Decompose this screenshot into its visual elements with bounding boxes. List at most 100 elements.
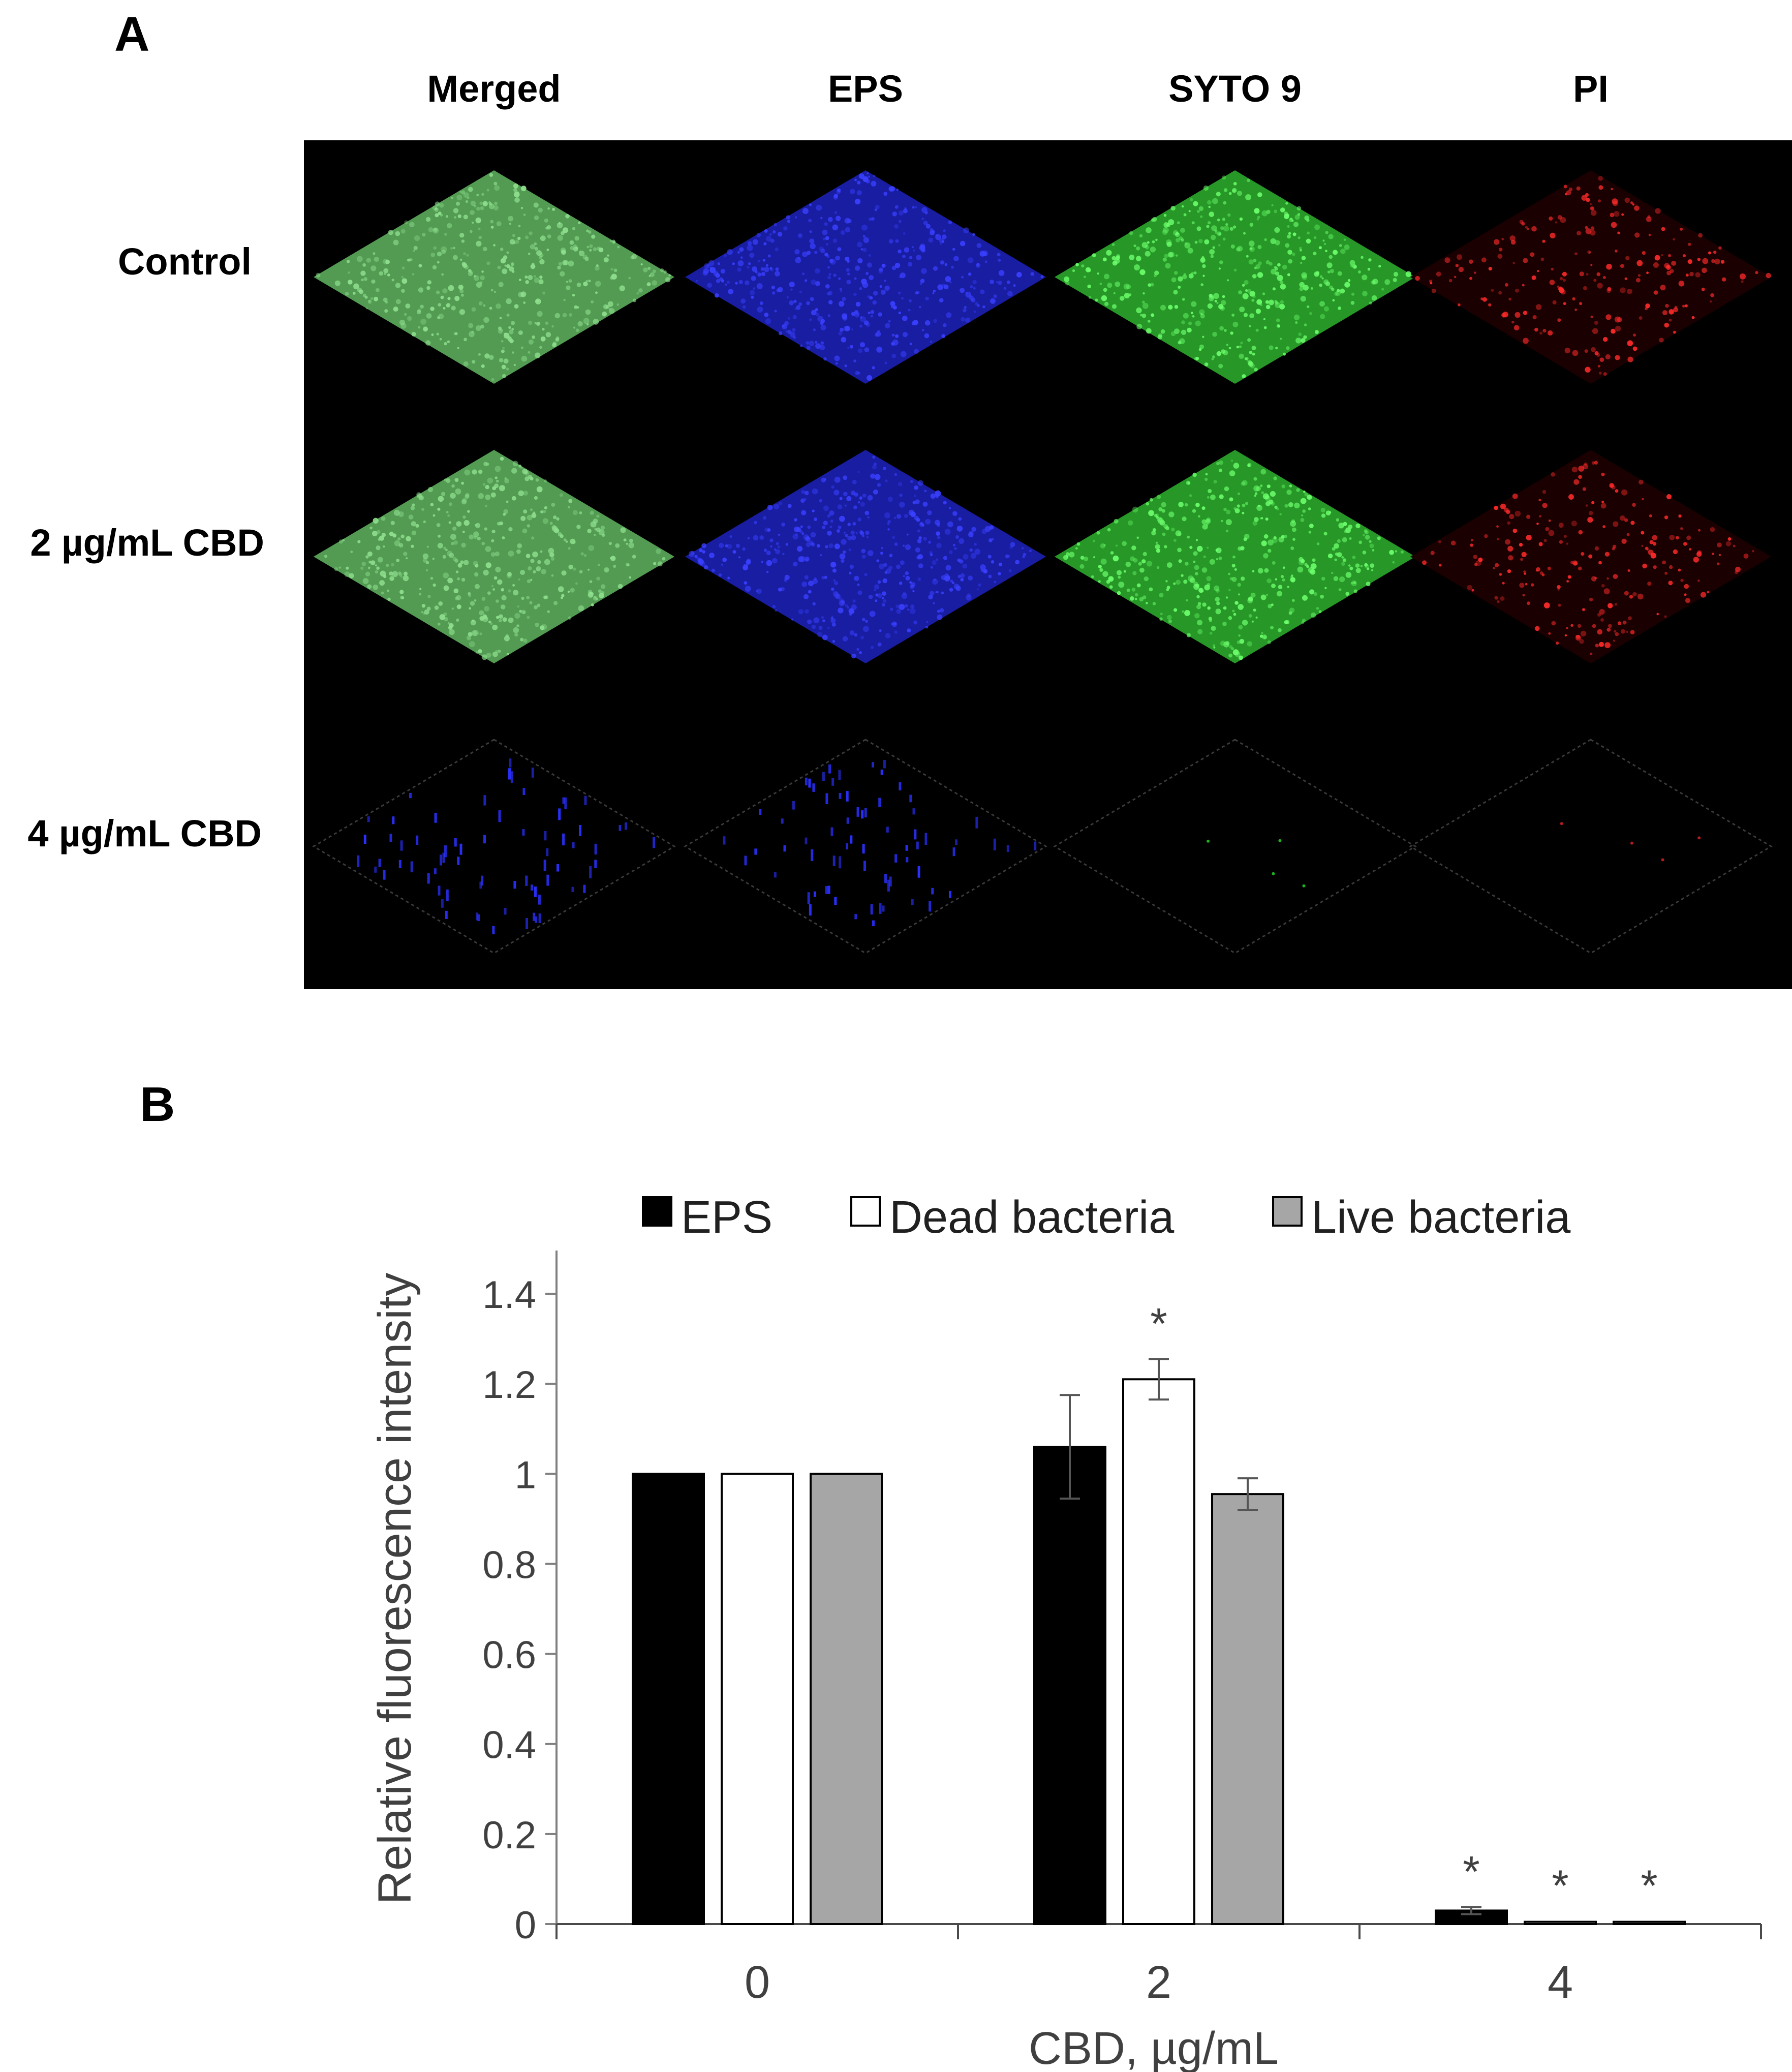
- speckle: [426, 606, 431, 611]
- speckle: [1600, 618, 1604, 622]
- speckle: [988, 538, 993, 542]
- speckle: [1229, 470, 1235, 476]
- speckle: [809, 318, 812, 321]
- speckle: [914, 515, 919, 521]
- speckle: [1184, 242, 1187, 245]
- speckle: [719, 277, 723, 281]
- speckle: [974, 549, 980, 555]
- speckle: [484, 606, 489, 612]
- speckle: [616, 303, 620, 306]
- speckle: [1122, 541, 1127, 546]
- speckle: [895, 334, 899, 338]
- speckle: [727, 281, 730, 284]
- speckle: [568, 260, 574, 267]
- speckle: [1219, 326, 1224, 331]
- speckle: [1298, 332, 1302, 336]
- speckle: [367, 300, 372, 304]
- speckle: [1195, 584, 1200, 588]
- speckle: [839, 553, 846, 560]
- speckle: [1156, 495, 1161, 499]
- speckle: [1344, 282, 1350, 288]
- speckle: [1248, 325, 1251, 327]
- speckle: [1202, 264, 1206, 268]
- speckle: [427, 595, 431, 598]
- speckle: [1594, 351, 1599, 355]
- speckle: [1339, 576, 1345, 583]
- speckle: [526, 554, 531, 558]
- speckle: [451, 306, 456, 311]
- speckle: [937, 536, 941, 539]
- speckle: [976, 243, 982, 248]
- speckle: [1005, 554, 1009, 559]
- speckle: [507, 337, 512, 342]
- speckle: [1369, 543, 1374, 549]
- speckle: [573, 326, 576, 329]
- speckle: [497, 579, 503, 585]
- speckle: [796, 545, 803, 552]
- speckle: [1261, 210, 1268, 217]
- eps-dot: [914, 829, 917, 840]
- speckle: [456, 604, 461, 610]
- speckle: [523, 491, 529, 496]
- speckle: [806, 346, 811, 350]
- speckle: [1149, 587, 1153, 592]
- speckle: [1566, 627, 1568, 629]
- speckle: [1256, 299, 1262, 305]
- speckle: [498, 649, 501, 653]
- speckle: [1611, 188, 1613, 191]
- speckle: [593, 319, 599, 325]
- speckle: [872, 455, 876, 459]
- speckle: [468, 632, 473, 637]
- speckle: [461, 190, 466, 195]
- speckle: [1186, 633, 1191, 637]
- speckle: [906, 533, 909, 536]
- speckle: [1132, 506, 1138, 513]
- speckle: [418, 326, 421, 329]
- column-header-pi: PI: [1573, 68, 1609, 110]
- speckle: [433, 246, 437, 250]
- speckle: [1617, 621, 1622, 625]
- speckle: [1161, 509, 1165, 513]
- speckle: [935, 490, 941, 497]
- speckle: [575, 328, 579, 332]
- speckle: [522, 611, 526, 615]
- speckle: [1193, 560, 1196, 563]
- speckle: [451, 607, 454, 610]
- speckle: [1118, 575, 1121, 579]
- speckle: [937, 610, 940, 613]
- speckle: [450, 247, 453, 250]
- speckle: [824, 575, 827, 580]
- speckle: [785, 543, 789, 546]
- speckle: [1598, 561, 1602, 565]
- speckle: [881, 603, 885, 607]
- speckle: [751, 295, 754, 299]
- speckle: [732, 262, 735, 265]
- speckle: [765, 264, 768, 267]
- speckle: [1203, 185, 1209, 191]
- speckle: [1323, 532, 1327, 536]
- speckle: [1280, 207, 1285, 212]
- speckle: [1166, 586, 1170, 590]
- speckle: [472, 221, 474, 224]
- speckle: [1111, 256, 1116, 261]
- eps-dot: [619, 825, 622, 831]
- speckle: [464, 520, 470, 526]
- speckle: [1216, 462, 1220, 466]
- speckle: [1555, 221, 1557, 224]
- speckle: [1572, 297, 1575, 301]
- speckle: [1275, 240, 1280, 246]
- speckle: [570, 588, 575, 593]
- speckle: [1256, 505, 1263, 511]
- speckle: [547, 610, 550, 613]
- eps-dot: [525, 875, 528, 886]
- speckle: [1224, 329, 1227, 332]
- speckle: [972, 280, 977, 285]
- speckle: [1204, 585, 1210, 591]
- eps-dot: [846, 843, 848, 849]
- speckle: [767, 505, 773, 510]
- speckle: [854, 277, 857, 280]
- speckle: [803, 594, 809, 599]
- speckle: [1208, 205, 1211, 208]
- speckle: [1520, 558, 1523, 561]
- speckle: [552, 341, 557, 346]
